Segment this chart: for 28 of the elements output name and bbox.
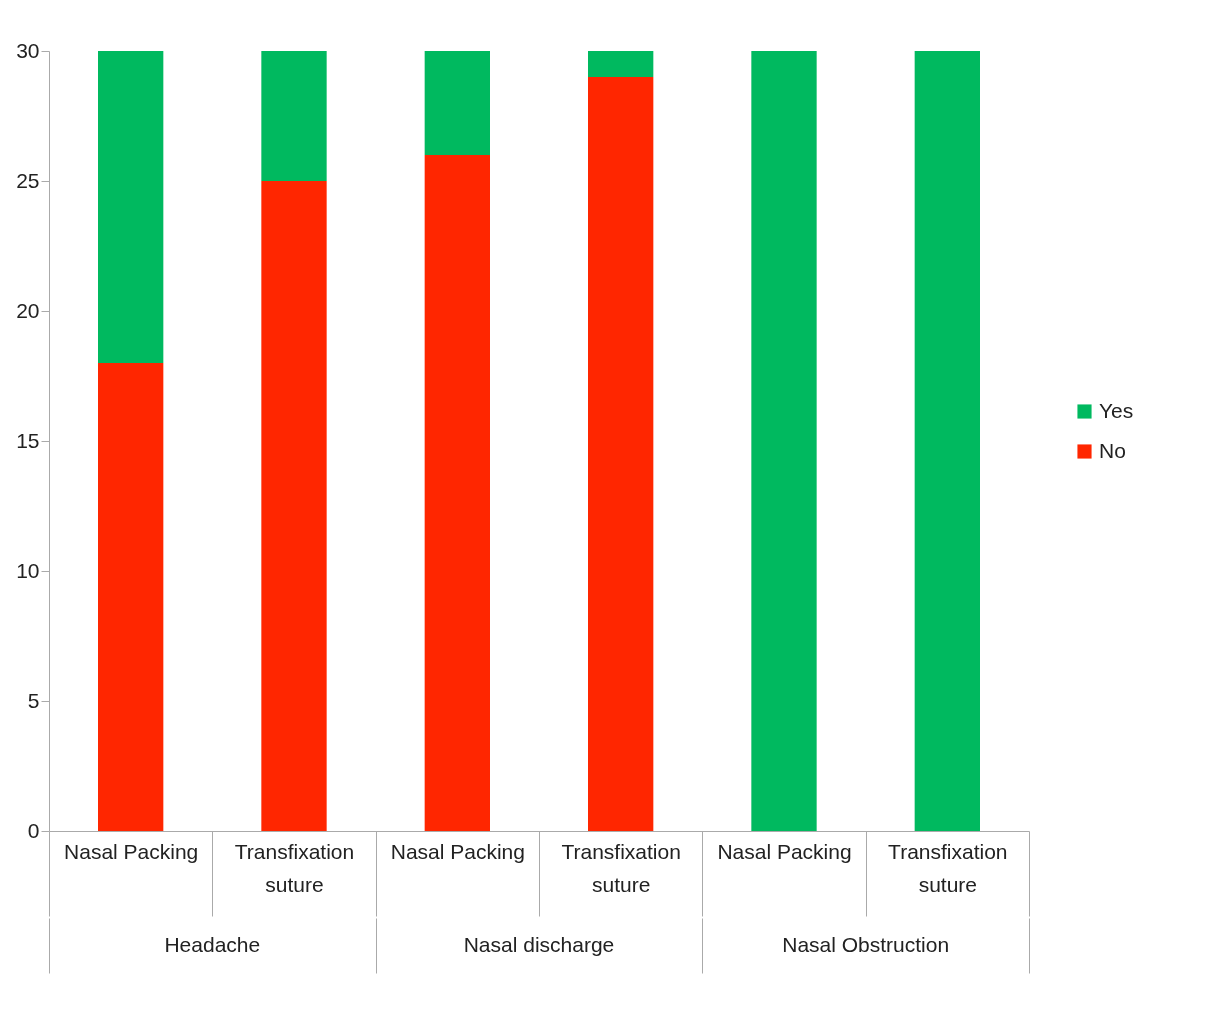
text: Headache bbox=[164, 932, 261, 956]
bar bbox=[588, 77, 654, 831]
y-tick-label: 20 bbox=[16, 298, 40, 322]
x-tick-label: Transfixation suture bbox=[234, 839, 355, 896]
bar bbox=[424, 51, 490, 155]
y-tick-label: 25 bbox=[16, 168, 40, 192]
x-tick-label: Nasal Packing bbox=[390, 839, 525, 863]
legend-label: Yes bbox=[1099, 398, 1134, 422]
y-tick-label: 5 bbox=[27, 688, 40, 712]
bar bbox=[98, 363, 164, 831]
bar bbox=[424, 155, 490, 831]
bar bbox=[588, 51, 654, 77]
bar bbox=[261, 51, 327, 181]
legend-label: No bbox=[1099, 438, 1126, 462]
y-tick-label: 10 bbox=[16, 558, 40, 582]
bar bbox=[914, 51, 980, 831]
x-tick-label: Transfixation suture bbox=[561, 839, 681, 896]
text: Nasal Obstruction bbox=[782, 932, 950, 956]
y-tick-label: 30 bbox=[16, 38, 40, 62]
bar bbox=[261, 181, 327, 831]
bar bbox=[751, 51, 817, 831]
bar bbox=[98, 51, 164, 363]
y-tick-label: 15 bbox=[16, 428, 40, 452]
text: Nasal discharge bbox=[463, 932, 615, 956]
x-tick-label: Transfixation suture bbox=[888, 839, 1008, 896]
y-tick-label: 0 bbox=[27, 818, 40, 842]
x-tick-label: Nasal Packing bbox=[717, 839, 852, 863]
x-tick-label: Nasal Packing bbox=[64, 839, 199, 863]
